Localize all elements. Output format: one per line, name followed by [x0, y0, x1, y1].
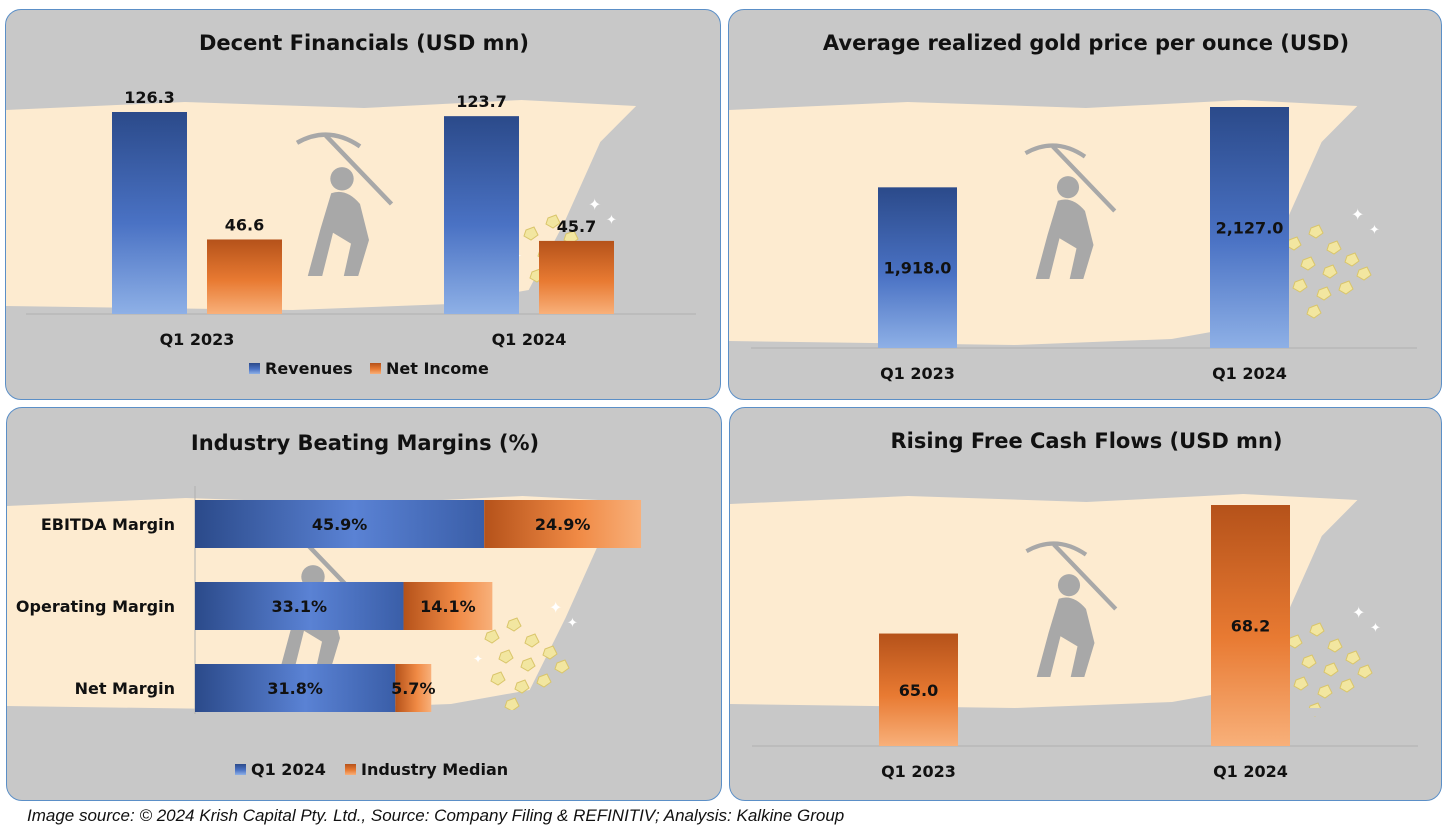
miner-silhouette — [1025, 541, 1118, 677]
chart-title: Industry Beating Margins (%) — [191, 431, 539, 455]
chart-decent-financials: ✦✦✦Decent Financials (USD mn)126.3123.74… — [6, 31, 720, 378]
bar-net-income-0 — [207, 239, 282, 314]
chart-title: Decent Financials (USD mn) — [199, 31, 529, 55]
category-label: Q1 2023 — [880, 364, 955, 383]
data-label: 33.1% — [272, 597, 328, 616]
miner-silhouette — [295, 132, 394, 276]
svg-text:✦: ✦ — [549, 600, 562, 617]
legend-q1-2024-label: Q1 2024 — [251, 760, 326, 779]
bar-q1-2024-2 — [195, 664, 396, 712]
data-label: 65.0 — [899, 681, 938, 700]
category-label: Q1 2024 — [1213, 762, 1288, 781]
legend-industry-median-label: Industry Median — [361, 760, 508, 779]
bar-industry-median-0 — [484, 500, 642, 548]
bar-1 — [1211, 505, 1290, 746]
svg-text:✦: ✦ — [1351, 207, 1364, 224]
data-label: 46.6 — [225, 215, 264, 234]
floor-band — [729, 345, 1441, 353]
legend-q1-2024-swatch — [235, 764, 246, 775]
source-caption: Image source: © 2024 Krish Capital Pty. … — [27, 806, 845, 825]
chart-free-cash-flows: ✦✦✦Rising Free Cash Flows (USD mn)65.068… — [730, 429, 1441, 781]
legend-revenues-label: Revenues — [265, 359, 353, 378]
floor-band — [730, 708, 1441, 716]
svg-text:✦: ✦ — [588, 197, 601, 214]
data-label: 123.7 — [456, 92, 507, 111]
gold-nuggets: ✦✦✦ — [1275, 207, 1380, 319]
category-label: Operating Margin — [16, 597, 175, 616]
bar-q1-2024-1 — [195, 582, 404, 630]
svg-text:✦: ✦ — [606, 212, 617, 227]
floor-band — [7, 710, 721, 718]
category-label: EBITDA Margin — [41, 515, 175, 534]
data-label: 2,127.0 — [1216, 219, 1284, 238]
data-label: 5.7% — [391, 679, 435, 698]
panel-decent-financials: ✦✦✦Decent Financials (USD mn)126.3123.74… — [5, 9, 721, 400]
data-label: 24.9% — [535, 515, 591, 534]
bar-0 — [878, 187, 957, 348]
legend-industry-median-swatch — [345, 764, 356, 775]
data-label: 31.8% — [267, 679, 323, 698]
category-label: Q1 2023 — [881, 762, 956, 781]
svg-text:✦: ✦ — [473, 652, 483, 666]
bar-industry-median-1 — [403, 582, 493, 630]
data-label: 68.2 — [1231, 617, 1270, 636]
data-label: 14.1% — [420, 597, 476, 616]
chart-title: Rising Free Cash Flows (USD mn) — [891, 429, 1283, 453]
panel-free-cash-flows: ✦✦✦Rising Free Cash Flows (USD mn)65.068… — [729, 407, 1442, 801]
svg-text:✦: ✦ — [1370, 620, 1381, 635]
category-label: Q1 2024 — [1212, 364, 1287, 383]
legend-net-income-swatch — [370, 363, 381, 374]
bar-0 — [879, 633, 958, 746]
bar-revenues-0 — [112, 112, 187, 314]
panel-margins: ✦ ✦ ✦ Industry Beating Margins (%) EBITDA Ma… — [6, 407, 722, 801]
chart-title: Average realized gold price per ounce (U… — [823, 31, 1349, 55]
category-label: Q1 2023 — [160, 330, 235, 349]
miner-silhouette — [1024, 143, 1117, 279]
bar-q1-2024-0 — [195, 500, 485, 548]
svg-text:✦: ✦ — [1369, 222, 1380, 237]
panel-gold-price: ✦✦✦Average realized gold price per ounce… — [728, 9, 1442, 400]
legend-net-income-label: Net Income — [386, 359, 489, 378]
data-label: 45.7 — [557, 217, 596, 236]
data-label: 45.9% — [312, 515, 368, 534]
gold-nuggets: ✦✦✦ — [1276, 605, 1381, 717]
svg-text:✦: ✦ — [1352, 605, 1365, 622]
category-label: Q1 2024 — [492, 330, 567, 349]
bar-industry-median-2 — [395, 664, 432, 712]
data-label: 1,918.0 — [884, 259, 952, 278]
legend-revenues-swatch — [249, 363, 260, 374]
bar-revenues-1 — [444, 116, 519, 314]
category-label: Net Margin — [75, 679, 175, 698]
bar-1 — [1210, 107, 1289, 348]
svg-text:✦: ✦ — [567, 615, 578, 630]
chart-margins: ✦ ✦ ✦ Industry Beating Margins (%) EBITDA Ma… — [7, 431, 721, 779]
bar-net-income-1 — [539, 240, 614, 314]
chart-gold-price: ✦✦✦Average realized gold price per ounce… — [729, 31, 1441, 383]
data-label: 126.3 — [124, 88, 175, 107]
gold-nuggets: ✦ ✦ ✦ — [473, 600, 578, 712]
